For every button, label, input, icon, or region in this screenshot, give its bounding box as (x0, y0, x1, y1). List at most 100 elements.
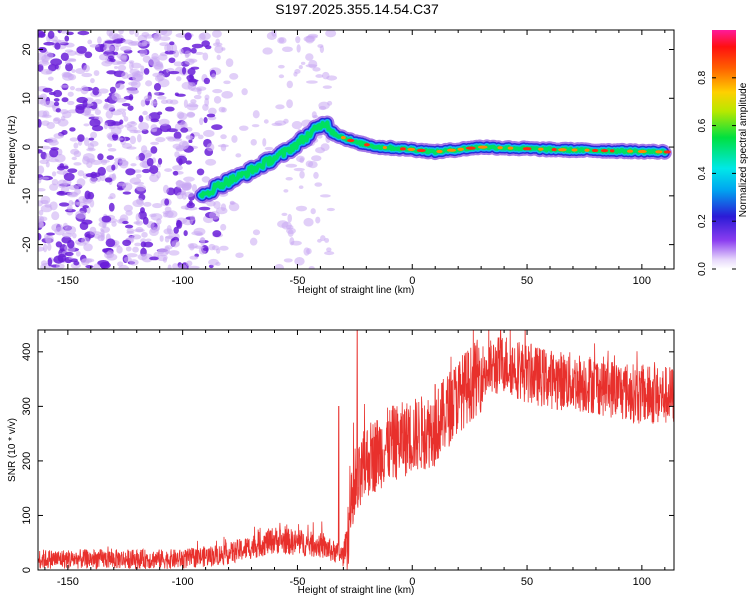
snr-xtick-label: -50 (289, 576, 305, 588)
noise-blob (55, 241, 63, 248)
signal-hotspot (600, 149, 609, 153)
signal-hotspot (609, 149, 615, 153)
noise-blob (93, 263, 101, 269)
noise-blob (135, 155, 140, 161)
noise-blob (193, 94, 202, 100)
noise-blob (231, 135, 238, 143)
noise-blob (94, 172, 101, 178)
noise-blob (134, 242, 142, 247)
noise-blob (106, 143, 113, 148)
noise-blob (87, 191, 95, 200)
noise-blob (64, 35, 70, 42)
noise-blob (81, 237, 90, 244)
noise-blob (158, 118, 170, 126)
snr-series-line (38, 330, 674, 570)
noise-blob (176, 111, 185, 119)
noise-blob (53, 133, 65, 139)
noise-blob (183, 230, 188, 237)
noise-blob (123, 116, 129, 122)
noise-blob (295, 205, 308, 212)
noise-blob (321, 71, 330, 80)
noise-blob (134, 30, 139, 38)
noise-blob (87, 142, 95, 151)
noise-blob (228, 202, 240, 212)
colorbar-tick-label: 0.6 (697, 118, 708, 132)
noise-blob (71, 69, 76, 73)
noise-blob (73, 162, 82, 166)
noise-blob (100, 232, 105, 242)
noise-blob (165, 99, 174, 104)
noise-blob (178, 158, 183, 166)
noise-blob (150, 227, 157, 234)
noise-blob (43, 41, 55, 46)
noise-blob (291, 121, 303, 130)
noise-blob (132, 246, 139, 253)
noise-blob (45, 161, 50, 168)
noise-blob (136, 184, 146, 192)
noise-blob (172, 143, 182, 150)
snr-ytick-label: 300 (21, 397, 33, 415)
noise-blob (164, 206, 172, 213)
noise-blob (157, 158, 163, 165)
noise-blob (215, 38, 220, 46)
noise-blob (61, 130, 68, 135)
noise-blob (166, 44, 171, 52)
noise-blob (185, 260, 193, 267)
noise-blob (163, 228, 174, 235)
noise-blob (289, 237, 295, 246)
signal-hotspot (465, 146, 476, 150)
noise-blob (116, 246, 123, 254)
noise-blob (150, 213, 163, 221)
noise-blob (75, 67, 86, 75)
noise-blob (121, 103, 131, 107)
noise-blob (89, 226, 97, 236)
noise-blob (91, 125, 104, 132)
noise-blob (69, 191, 78, 197)
noise-blob (153, 83, 162, 91)
snr-ytick-label: 400 (21, 343, 33, 361)
noise-blob (129, 177, 142, 185)
noise-blob (178, 184, 187, 188)
noise-blob (219, 245, 229, 251)
snr-ytick-label: 200 (21, 452, 33, 470)
noise-blob (315, 74, 324, 78)
noise-blob (86, 206, 91, 214)
noise-blob (138, 152, 146, 161)
noise-blob (122, 239, 132, 247)
noise-blob (44, 203, 52, 208)
noise-blob (93, 70, 100, 76)
signal-hotspot (399, 147, 406, 151)
noise-blob (125, 246, 132, 252)
snr-xtick-label: -100 (172, 576, 194, 588)
noise-blob (235, 153, 242, 158)
noise-blob (152, 62, 164, 70)
noise-blob (140, 145, 148, 154)
noise-blob (212, 89, 223, 94)
noise-blob (53, 101, 60, 107)
noise-blob (118, 264, 130, 269)
noise-blob (76, 178, 86, 187)
noise-blob (141, 40, 148, 46)
noise-blob (132, 199, 145, 208)
noise-blob (71, 156, 77, 161)
noise-blob (130, 121, 136, 125)
noise-blob (82, 99, 88, 108)
noise-blob (64, 225, 77, 235)
noise-blob (310, 208, 316, 215)
noise-blob (220, 143, 227, 152)
noise-blob (48, 64, 57, 72)
noise-blob (63, 165, 69, 170)
noise-blob (125, 168, 136, 176)
noise-blob (56, 40, 68, 44)
noise-blob (275, 104, 285, 110)
noise-blob (185, 134, 193, 141)
noise-blob (98, 88, 109, 94)
spectrogram-frame (37, 29, 675, 270)
noise-blob (107, 147, 117, 152)
noise-blob (48, 158, 60, 163)
noise-blob (311, 155, 322, 162)
noise-blob (73, 142, 79, 149)
noise-blob (69, 127, 76, 132)
colorbar-tick-label: 0.8 (697, 70, 708, 84)
spectrogram-ytick-label: 0 (21, 144, 33, 150)
